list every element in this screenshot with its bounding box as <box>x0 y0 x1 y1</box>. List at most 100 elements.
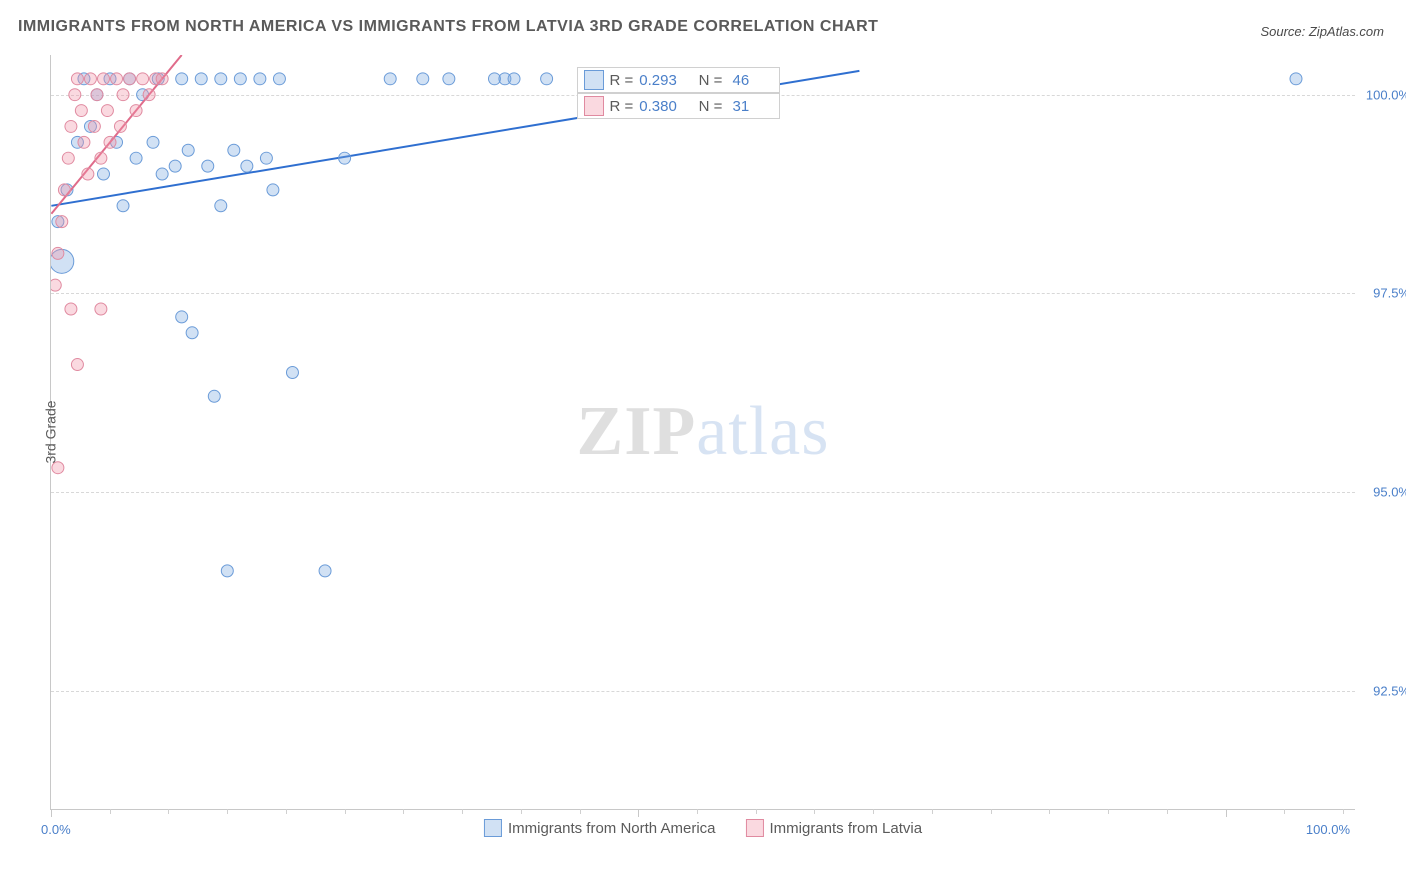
x-tick-major <box>1226 809 1227 817</box>
data-point <box>137 73 149 85</box>
data-point <box>69 89 81 101</box>
correlation-legend: R = 0.293 N = 46 R = 0.380 N = 31 <box>577 67 781 119</box>
data-point <box>84 73 96 85</box>
data-point <box>169 160 181 172</box>
data-point <box>1290 73 1302 85</box>
legend-r-value: 0.380 <box>639 98 684 115</box>
series-legend-item: Immigrants from North America <box>484 819 716 837</box>
y-tick-label: 100.0% <box>1360 87 1406 102</box>
data-point <box>417 73 429 85</box>
data-point <box>254 73 266 85</box>
legend-n-value: 46 <box>728 72 773 89</box>
series-legend-label: Immigrants from North America <box>508 820 716 837</box>
x-axis-max-label: 100.0% <box>1306 822 1350 837</box>
legend-r-label: R = <box>610 98 634 115</box>
series-legend: Immigrants from North America Immigrants … <box>484 819 922 837</box>
data-point <box>101 105 113 117</box>
x-tick-minor <box>756 809 757 814</box>
data-point <box>182 144 194 156</box>
data-point <box>147 136 159 148</box>
y-tick-label: 97.5% <box>1360 286 1406 301</box>
data-point <box>234 73 246 85</box>
data-point <box>339 152 351 164</box>
source-attribution: Source: ZipAtlas.com <box>1260 24 1384 39</box>
data-point <box>71 359 83 371</box>
data-point <box>319 565 331 577</box>
data-point <box>202 160 214 172</box>
data-point <box>130 152 142 164</box>
data-point <box>52 247 64 259</box>
legend-r-label: R = <box>610 72 634 89</box>
data-point <box>65 120 77 132</box>
x-tick-minor <box>1167 809 1168 814</box>
data-point <box>273 73 285 85</box>
data-point <box>384 73 396 85</box>
source-prefix: Source: <box>1260 24 1308 39</box>
data-point <box>52 462 64 474</box>
legend-r-value: 0.293 <box>639 72 684 89</box>
data-point <box>95 152 107 164</box>
data-point <box>88 120 100 132</box>
data-point <box>51 279 61 291</box>
x-tick-minor <box>697 809 698 814</box>
x-tick-minor <box>580 809 581 814</box>
data-point <box>176 73 188 85</box>
x-tick-minor <box>1049 809 1050 814</box>
data-point <box>156 168 168 180</box>
x-tick-minor <box>110 809 111 814</box>
x-tick-minor <box>403 809 404 814</box>
data-point <box>130 105 142 117</box>
data-point <box>267 184 279 196</box>
legend-n-value: 31 <box>728 98 773 115</box>
data-point <box>443 73 455 85</box>
x-tick-minor <box>814 809 815 814</box>
data-point <box>56 216 68 228</box>
data-point <box>98 73 110 85</box>
data-point <box>541 73 553 85</box>
data-point <box>58 184 70 196</box>
data-point <box>208 390 220 402</box>
x-tick-minor <box>1284 809 1285 814</box>
data-point <box>62 152 74 164</box>
data-point <box>124 73 136 85</box>
data-point <box>221 565 233 577</box>
correlation-legend-row: R = 0.293 N = 46 <box>577 67 781 93</box>
data-point <box>508 73 520 85</box>
legend-n-label: N = <box>690 72 722 89</box>
legend-swatch-icon <box>746 819 764 837</box>
data-point <box>111 73 123 85</box>
x-tick-minor <box>1343 809 1344 814</box>
chart-title: IMMIGRANTS FROM NORTH AMERICA VS IMMIGRA… <box>18 18 878 36</box>
x-tick-minor <box>345 809 346 814</box>
data-point <box>260 152 272 164</box>
data-point <box>286 366 298 378</box>
data-point <box>65 303 77 315</box>
data-point <box>117 200 129 212</box>
x-tick-minor <box>932 809 933 814</box>
legend-swatch-icon <box>584 70 604 90</box>
x-axis-min-label: 0.0% <box>41 822 71 837</box>
data-point <box>82 168 94 180</box>
data-point <box>95 303 107 315</box>
chart-plot-area: 3rd Grade ZIPatlas 0.0% 100.0% R =0.293 … <box>50 55 1355 810</box>
data-point <box>71 73 83 85</box>
data-point <box>91 89 103 101</box>
legend-swatch-icon <box>484 819 502 837</box>
data-point <box>186 327 198 339</box>
data-point <box>156 73 168 85</box>
x-tick-minor <box>521 809 522 814</box>
x-tick-major <box>638 809 639 817</box>
x-tick-minor <box>873 809 874 814</box>
x-tick-minor <box>991 809 992 814</box>
data-point <box>228 144 240 156</box>
x-tick-minor <box>462 809 463 814</box>
x-tick-minor <box>227 809 228 814</box>
legend-swatch-icon <box>584 96 604 116</box>
legend-n-label: N = <box>690 98 722 115</box>
source-name: ZipAtlas.com <box>1309 24 1384 39</box>
data-point <box>75 105 87 117</box>
series-legend-label: Immigrants from Latvia <box>770 820 923 837</box>
x-tick-minor <box>168 809 169 814</box>
data-point <box>98 168 110 180</box>
y-tick-label: 92.5% <box>1360 683 1406 698</box>
